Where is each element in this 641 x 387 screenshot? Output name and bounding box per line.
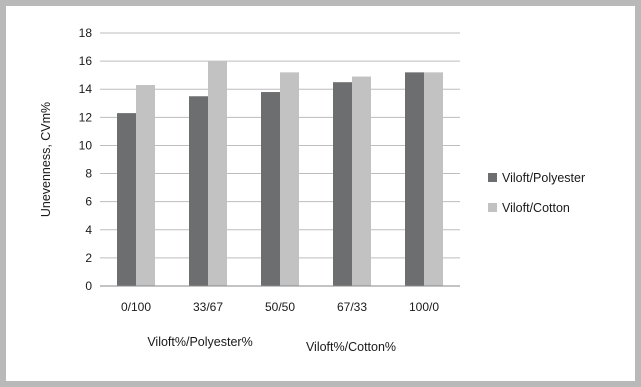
bars <box>117 61 443 287</box>
bar-viloft-cotton <box>424 72 443 286</box>
x-tick-labels: 0/100 33/67 50/50 67/33 100/0 <box>121 300 439 314</box>
bar-viloft-cotton <box>280 72 299 286</box>
y-tick-label: 12 <box>79 110 93 124</box>
y-tick-label: 16 <box>79 54 93 68</box>
y-tick-label: 18 <box>79 26 93 40</box>
y-tick-label: 2 <box>85 251 92 265</box>
legend-swatch-viloft-cotton <box>488 203 497 212</box>
x-tick-label: 100/0 <box>409 300 439 314</box>
bar-viloft-cotton <box>352 76 371 286</box>
y-tick-label: 0 <box>85 279 92 293</box>
legend-label-viloft-cotton: Viloft/Cotton <box>502 201 570 215</box>
legend-swatch-viloft-polyester <box>488 173 497 182</box>
x-tick-label: 50/50 <box>265 300 295 314</box>
y-tick-labels: 0 2 4 6 8 10 12 14 16 18 <box>79 26 93 293</box>
bar-viloft-cotton <box>136 85 155 286</box>
y-tick-label: 4 <box>85 223 92 237</box>
y-axis-label: Unevenness, CVm% <box>39 102 53 217</box>
y-tick-label: 6 <box>85 195 92 209</box>
x-axis-label-polyester: Viloft%/Polyester% <box>147 335 252 349</box>
bar-viloft-polyester <box>261 92 280 287</box>
x-tick-label: 0/100 <box>121 300 151 314</box>
bar-viloft-polyester <box>405 72 424 286</box>
bar-viloft-polyester <box>117 113 136 286</box>
y-tick-label: 14 <box>79 82 93 96</box>
bar-viloft-polyester <box>189 96 208 286</box>
x-tick-label: 67/33 <box>337 300 367 314</box>
bar-viloft-cotton <box>208 61 227 286</box>
x-axis-label-cotton: Viloft%/Cotton% <box>306 340 396 354</box>
bar-viloft-polyester <box>333 82 352 286</box>
legend: Viloft/Polyester Viloft/Cotton <box>488 171 585 215</box>
y-tick-label: 8 <box>85 167 92 181</box>
x-tick-label: 33/67 <box>193 300 223 314</box>
legend-label-viloft-polyester: Viloft/Polyester <box>502 171 585 185</box>
y-tick-label: 10 <box>79 138 93 152</box>
